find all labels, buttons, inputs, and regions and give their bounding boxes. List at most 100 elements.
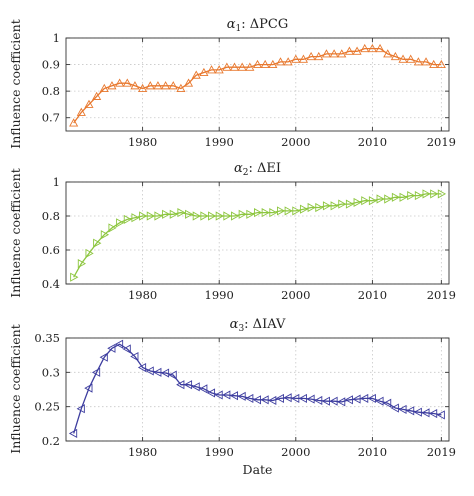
data-point	[437, 189, 447, 199]
data-point	[406, 54, 416, 63]
data-point	[353, 197, 362, 207]
title-text: : ΔPCG	[241, 17, 288, 32]
y-tick-label: 0.9	[42, 58, 60, 72]
x-tick-label: 2000	[281, 445, 310, 459]
x-axis-label: Date	[243, 462, 273, 477]
data-point	[276, 206, 286, 216]
data-point	[85, 248, 94, 258]
title-text: : ΔIAV	[244, 317, 286, 332]
title-greek: α	[234, 161, 243, 176]
data-point	[92, 91, 102, 100]
data-point	[145, 366, 154, 376]
x-tick-label: 1980	[128, 288, 157, 302]
data-point	[223, 211, 232, 221]
data-point	[215, 211, 224, 221]
data-point	[344, 395, 353, 405]
data-point	[191, 70, 201, 79]
data-point	[246, 209, 255, 219]
title-greek: α	[230, 317, 239, 332]
data-point	[306, 394, 315, 404]
data-point	[429, 59, 439, 69]
data-point	[306, 51, 316, 61]
data-point	[84, 99, 94, 108]
data-point	[214, 65, 224, 74]
data-point	[77, 259, 87, 269]
data-point	[382, 398, 392, 408]
y-tick-label: 0.35	[34, 331, 60, 345]
data-point	[199, 67, 209, 77]
data-point	[329, 49, 339, 58]
data-point	[329, 396, 338, 406]
data-point	[436, 59, 446, 69]
data-point	[398, 54, 408, 63]
panel-title: α1: ΔPCG	[227, 17, 289, 34]
data-point	[352, 46, 362, 55]
data-point	[337, 49, 347, 58]
data-point	[160, 368, 170, 378]
x-tick-label: 1980	[128, 445, 157, 459]
data-point	[368, 196, 378, 206]
data-point	[237, 391, 246, 401]
plot-frame	[65, 181, 450, 285]
data-point	[399, 192, 408, 202]
x-tick-label: 2010	[358, 135, 387, 149]
data-point	[154, 211, 163, 221]
data-point	[361, 196, 370, 206]
data-point	[314, 395, 323, 406]
data-point	[76, 107, 86, 116]
panel-2: α2: ΔEI 1980 1990 2000 2010 2019 0.4 0.6 0.8 1 Inf…	[8, 161, 456, 302]
data-point	[322, 201, 332, 211]
data-point	[360, 43, 370, 53]
panel-title: α3: ΔIAV	[230, 317, 286, 334]
data-point	[291, 54, 301, 63]
plot-frame	[65, 337, 450, 442]
data-point	[383, 49, 393, 58]
data-point	[192, 211, 201, 221]
data-point	[283, 57, 293, 66]
data-point	[375, 43, 385, 53]
panel-title: α2: ΔEI	[234, 161, 281, 178]
data-point	[145, 81, 155, 90]
title-subscript: 3	[238, 324, 244, 334]
data-point	[254, 208, 263, 218]
series-line	[73, 47, 442, 124]
data-point	[168, 370, 177, 380]
data-point	[115, 78, 125, 87]
data-point	[260, 395, 269, 405]
x-tick-label: 2019	[427, 135, 456, 149]
title-subscript: 2	[243, 168, 249, 178]
data-point	[169, 209, 178, 219]
x-tick-label: 1990	[205, 445, 234, 459]
data-point	[315, 202, 324, 213]
data-point	[436, 410, 445, 420]
data-point	[252, 59, 263, 69]
data-point	[176, 83, 186, 92]
panel-3: α3: ΔIAV 1980 1990 2000 2010 2019 0.2 0.25 0.3 0.…	[8, 317, 456, 477]
data-point	[245, 62, 255, 71]
data-point	[413, 57, 423, 66]
x-tick-label: 2019	[427, 288, 456, 302]
data-point	[99, 352, 108, 362]
data-point	[130, 351, 139, 362]
data-point	[390, 403, 399, 413]
data-point	[199, 384, 208, 394]
data-point	[269, 208, 278, 218]
x-tick-label: 2010	[358, 288, 387, 302]
data-point	[208, 211, 217, 221]
data-point	[139, 211, 148, 221]
data-point	[69, 118, 79, 127]
x-tick-label: 2010	[358, 445, 387, 459]
data-point	[168, 81, 178, 90]
data-point	[108, 223, 117, 233]
data-point	[367, 393, 376, 403]
plot-frame	[65, 37, 450, 132]
data-point	[345, 199, 355, 209]
y-tick-label: 1	[53, 31, 60, 45]
data-point	[183, 78, 194, 87]
data-point	[231, 211, 240, 221]
data-point	[338, 199, 347, 209]
data-point	[84, 383, 93, 393]
data-point	[413, 407, 422, 417]
data-point	[422, 189, 431, 199]
